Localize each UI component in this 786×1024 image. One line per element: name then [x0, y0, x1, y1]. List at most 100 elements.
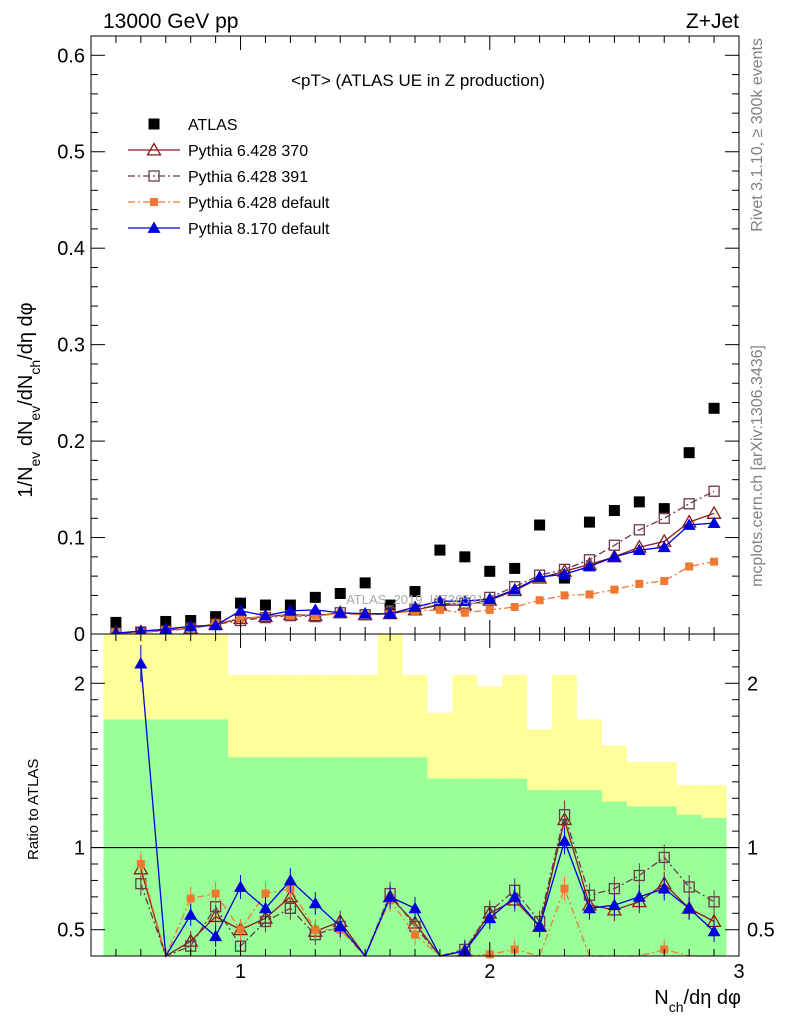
main-point	[508, 583, 522, 595]
main-point	[283, 604, 297, 616]
main-point	[309, 591, 321, 603]
main-point	[707, 516, 721, 528]
main-point	[434, 544, 446, 556]
main-panel: 0 0.1 0.2 0.3 0.4 0.5 0.6 <pT> (ATLAS UE in Z …	[15, 35, 740, 646]
ratio-point	[632, 890, 646, 902]
main-point	[510, 602, 519, 611]
ratio-band-green	[277, 757, 303, 956]
ratio-point	[234, 880, 248, 892]
ratio-band-green	[427, 778, 453, 956]
main-point	[311, 611, 320, 620]
ratio-band-green	[502, 778, 528, 956]
ratio-band-green	[153, 719, 179, 956]
legend: ATLAS Pythia 6.428 370 Pythia 6.428 391 Pyt…	[128, 117, 330, 238]
ratio-series-line	[140, 663, 715, 959]
main-series-line	[115, 522, 715, 634]
ratio-point	[411, 930, 419, 939]
main-point	[484, 565, 496, 577]
main-ytick-label: 0.5	[57, 142, 85, 164]
ratio-series-line	[140, 812, 715, 958]
legend-entry: Pythia 6.428 370	[128, 142, 308, 160]
main-ytick-label: 0	[74, 624, 85, 646]
ratio-panel: 0.5 0.5 1 1 2 2 1 2 3 Ratio to ATLAS Nch/dη dφ	[25, 633, 775, 1015]
main-point	[560, 591, 569, 600]
ratio-ytick-label-right: 0.5	[747, 920, 775, 942]
main-point	[685, 562, 694, 571]
main-point	[657, 540, 671, 553]
legend-marker	[146, 142, 162, 156]
ratio-point	[657, 882, 671, 894]
ratio-ytick-label: 0.5	[57, 920, 85, 942]
ratio-band-green	[128, 719, 154, 956]
mcplots-reference-label: mcplots.cern.ch [arXiv:1306.3436]	[749, 345, 766, 587]
ratio-point	[682, 901, 696, 914]
main-ytick-label: 0.2	[57, 431, 85, 453]
main-point	[258, 609, 272, 621]
ratio-point	[658, 851, 670, 864]
main-point	[710, 557, 719, 566]
main-point	[607, 550, 621, 562]
ratio-point	[211, 889, 220, 898]
ratio-point	[333, 919, 347, 932]
ratio-point	[707, 924, 721, 937]
ratio-band-green	[452, 778, 478, 956]
ratio-point	[558, 834, 572, 846]
main-series-4	[109, 516, 721, 638]
main-point	[460, 608, 469, 617]
main-point	[485, 605, 494, 614]
main-point	[409, 586, 421, 598]
legend-entry: ATLAS	[148, 117, 238, 134]
main-point	[585, 590, 594, 599]
ratio-point	[508, 890, 522, 902]
ratio-ytick-label: 2	[74, 673, 85, 695]
chart-title: <pT> (ATLAS UE in Z production)	[291, 71, 545, 90]
ratio-point	[483, 911, 497, 924]
ratio-point	[308, 896, 322, 909]
ratio-band-green	[352, 757, 378, 956]
main-point	[435, 605, 444, 614]
ratio-point	[582, 901, 596, 914]
main-point	[383, 607, 397, 619]
ratio-point	[261, 889, 270, 898]
main-point	[683, 498, 695, 510]
ratio-point	[311, 925, 320, 934]
legend-entry: Pythia 8.170 default	[128, 221, 330, 238]
ratio-point	[633, 869, 645, 882]
main-point	[683, 447, 695, 459]
ratio-point	[284, 902, 297, 915]
legend-marker	[147, 221, 161, 233]
ratio-point	[184, 908, 198, 920]
ratio-point	[134, 657, 148, 669]
main-point	[682, 518, 696, 530]
ratio-point	[408, 901, 422, 914]
main-point	[308, 603, 322, 615]
main-point	[608, 505, 620, 517]
ratio-point	[186, 894, 195, 903]
ratio-band-green	[377, 757, 403, 956]
y-axis-label: 1/Nev dNev/dNch/dη dφ	[15, 302, 43, 497]
legend-marker	[150, 198, 158, 206]
main-point	[558, 567, 572, 580]
ratio-point	[283, 873, 297, 886]
main-point	[234, 604, 248, 616]
main-point	[708, 402, 720, 414]
main-point	[660, 576, 669, 585]
main-point	[459, 551, 471, 563]
legend-label: Pythia 6.428 370	[188, 143, 308, 160]
process-label: Z+Jet	[686, 10, 739, 33]
ratio-band-green	[577, 790, 602, 956]
analysis-watermark: ATLAS_2019_I1736531	[346, 592, 484, 607]
main-point	[209, 618, 223, 631]
main-point	[458, 594, 472, 607]
main-ytick-label: 0.4	[57, 238, 85, 260]
ratio-point	[607, 898, 621, 910]
ratio-point	[558, 809, 571, 821]
main-point	[582, 559, 596, 572]
main-point	[610, 585, 619, 594]
ratio-point	[258, 901, 272, 914]
main-point	[110, 616, 122, 628]
ratio-series-3	[134, 644, 721, 959]
main-point	[633, 524, 645, 536]
main-point	[333, 606, 347, 618]
